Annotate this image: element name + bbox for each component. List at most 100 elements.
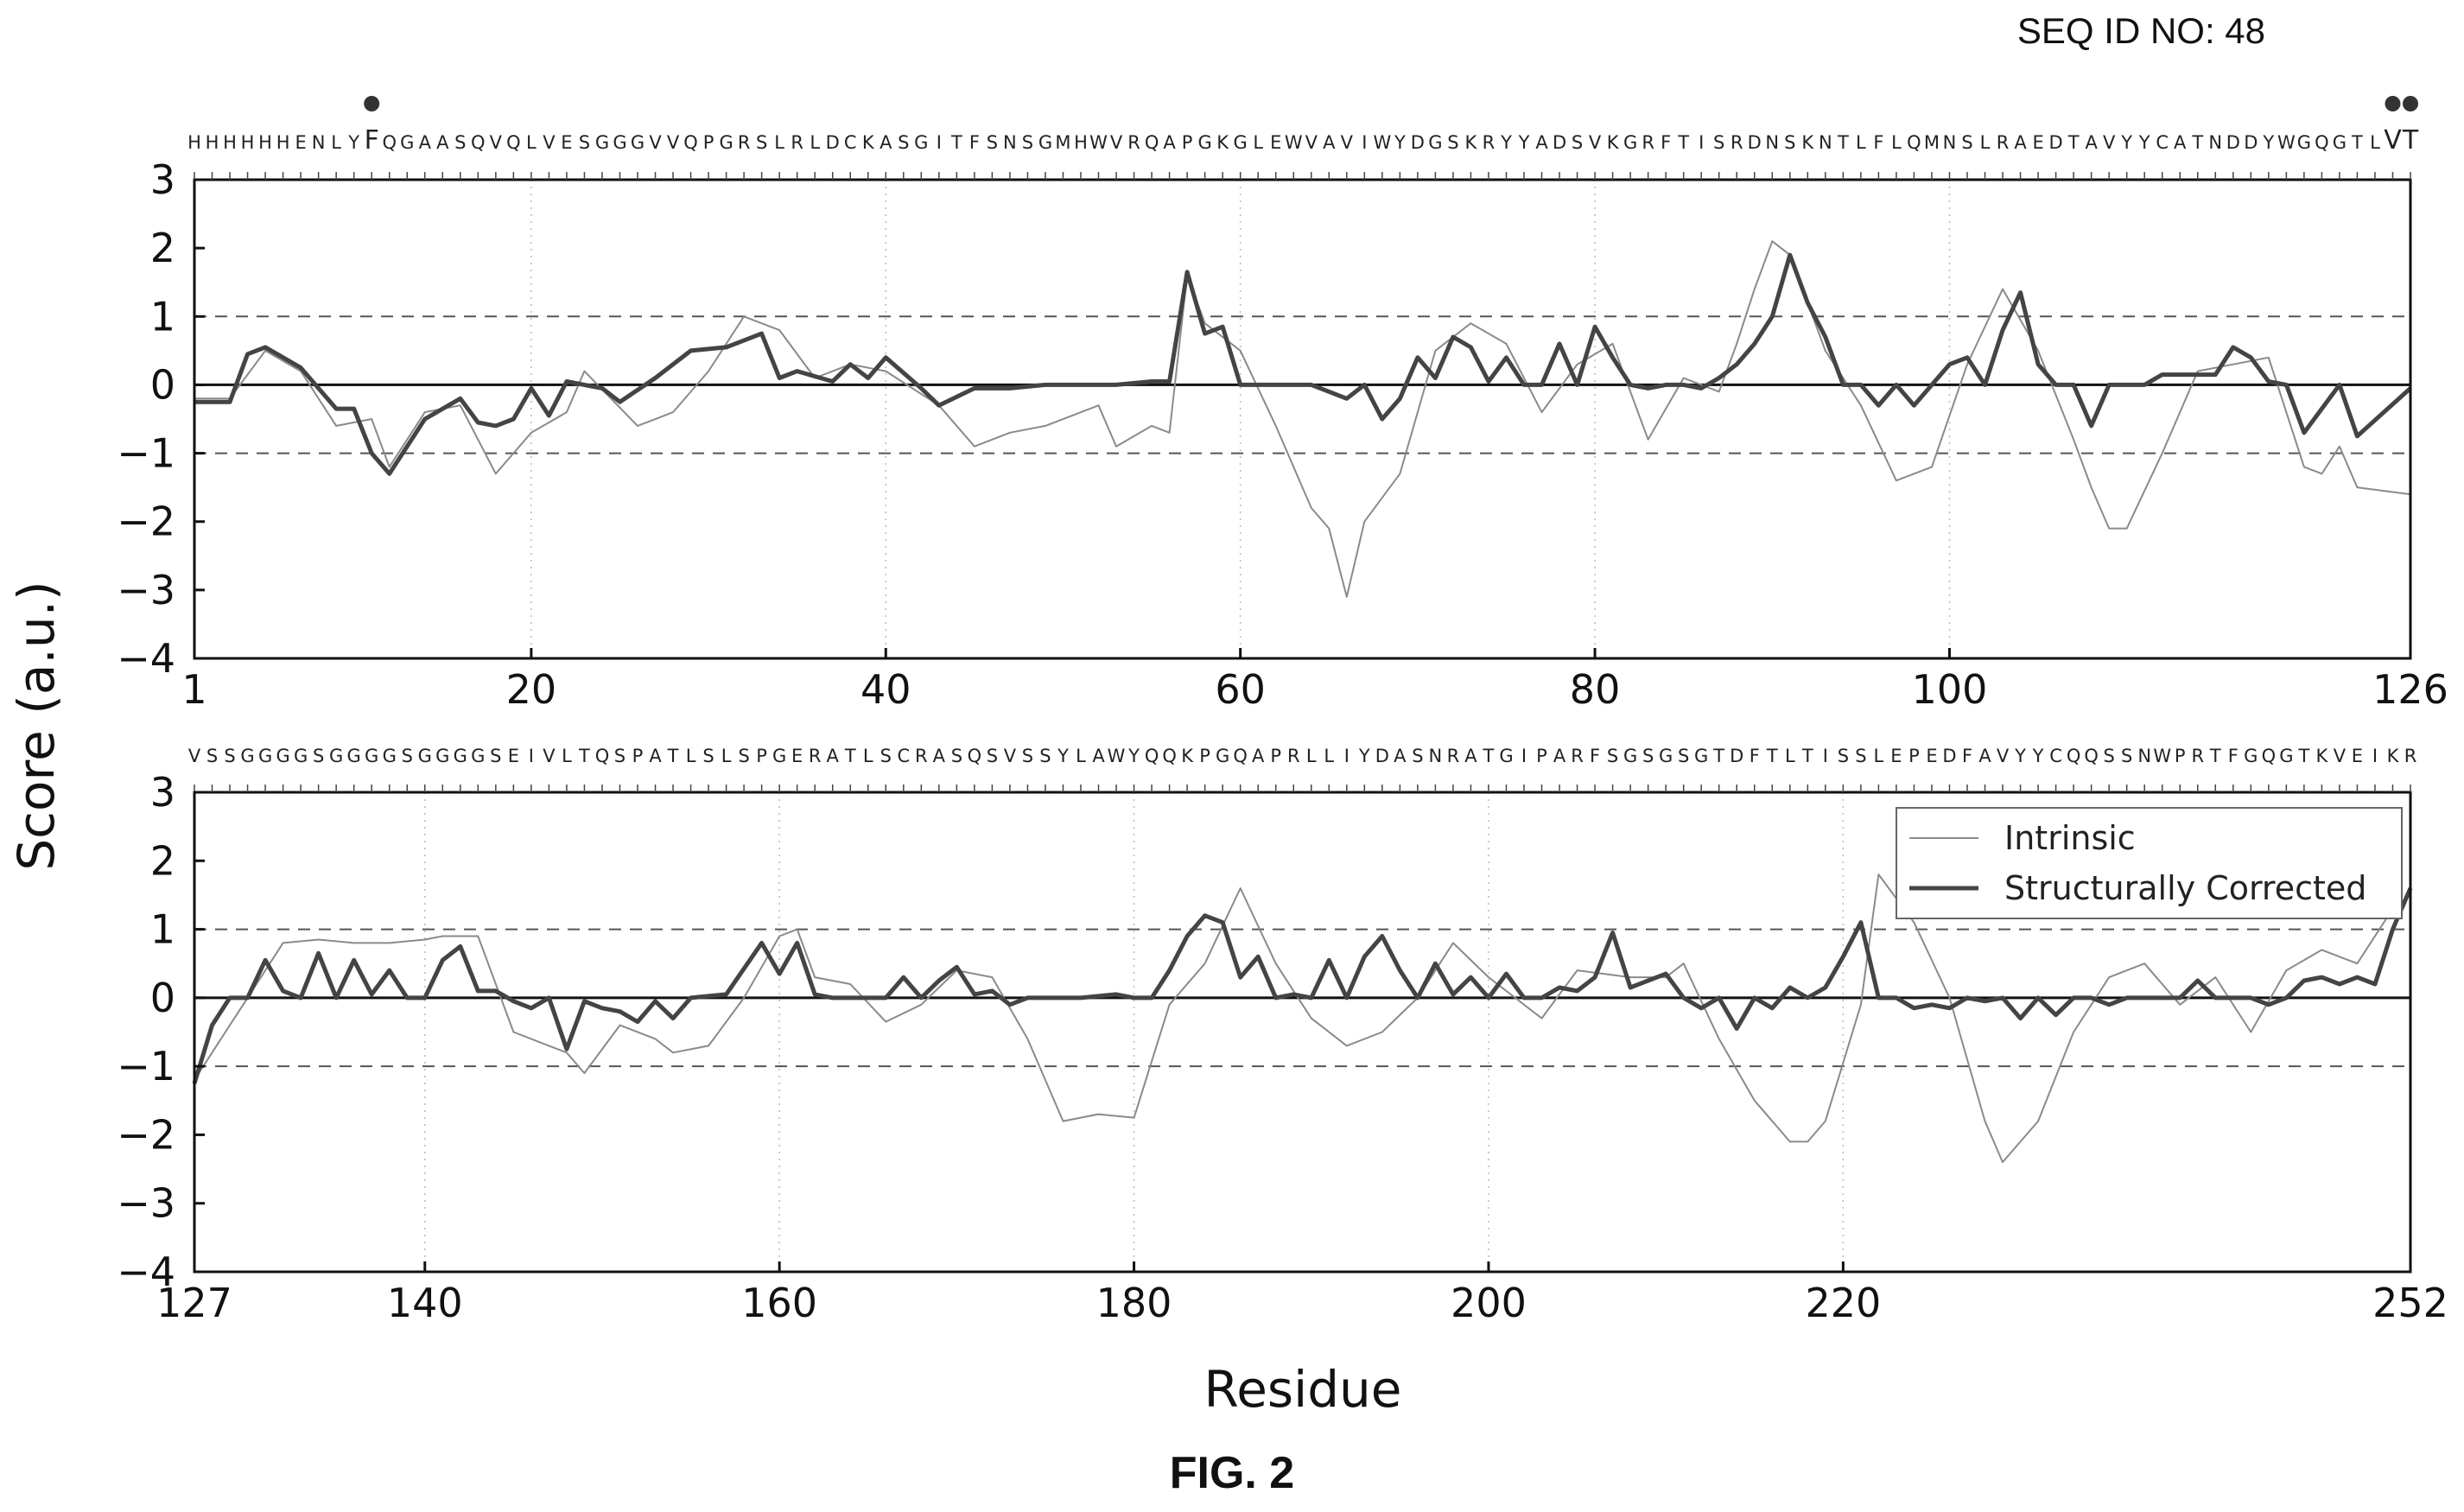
sequence-letter: G xyxy=(613,132,626,153)
sequence-letter: L xyxy=(1076,746,1086,766)
sequence-letter: A xyxy=(1323,132,1336,153)
sequence-letter: H xyxy=(223,132,237,153)
sequence-letter: G xyxy=(418,746,432,766)
sequence-letter: R xyxy=(915,746,928,766)
y-tick-label: 2 xyxy=(150,225,175,271)
sequence-letter: A xyxy=(827,746,840,766)
sequence-letter: A xyxy=(2085,132,2098,153)
sequence-letter: S xyxy=(951,746,962,766)
sequence-letter: I xyxy=(1521,746,1527,766)
y-tick-label: −3 xyxy=(117,567,175,613)
sequence-letter: A xyxy=(436,132,449,153)
sequence-letter: E xyxy=(1890,746,1902,766)
sequence-letter: G xyxy=(1197,132,1211,153)
sequence-letter: G xyxy=(772,746,786,766)
legend: Intrinsic Structurally Corrected xyxy=(1896,807,2403,919)
sequence-letter: V xyxy=(1305,132,1318,153)
sequence-letter: R xyxy=(1483,132,1496,153)
sequence-letter: T xyxy=(1712,746,1724,766)
sequence-letter: Q xyxy=(2315,132,2329,153)
x-tick-label: 1 xyxy=(181,666,206,713)
sequence-letter: A xyxy=(2014,132,2027,153)
sequence-letter: A xyxy=(1163,132,1176,153)
x-tick-label: 126 xyxy=(2372,666,2448,713)
sequence-letter: T xyxy=(667,746,679,766)
sequence-letter: G xyxy=(1623,132,1637,153)
x-tick-label: 80 xyxy=(1570,666,1621,713)
sequence-letter: I xyxy=(1362,132,1367,153)
sequence-letter: V xyxy=(667,132,680,153)
sequence-letter: R xyxy=(1642,132,1654,153)
sequence-letter: N xyxy=(312,132,326,153)
sequence-letter: R xyxy=(809,746,822,766)
sequence-letter: R xyxy=(738,132,751,153)
x-tick-label: 200 xyxy=(1451,1280,1527,1326)
sequence-letter: H xyxy=(206,132,219,153)
sequence-letter: C xyxy=(2049,746,2062,766)
sequence-letter: Q xyxy=(1145,132,1159,153)
sequence-letter: N xyxy=(1429,746,1443,766)
sequence-letter: F xyxy=(1661,132,1671,153)
sequence-letter: S xyxy=(2103,746,2114,766)
sequence-letter: Q xyxy=(2084,746,2099,766)
sequence-letter: A xyxy=(1464,746,1477,766)
sequence-letter: I xyxy=(1344,746,1349,766)
sequence-letter: D xyxy=(2244,132,2258,153)
sequence-letter: P xyxy=(1199,746,1210,766)
sequence-letter: A xyxy=(2174,132,2187,153)
sequence-letter: G xyxy=(1216,746,1229,766)
sequence-letter: G xyxy=(2244,746,2258,766)
sequence-letter: F xyxy=(1962,746,1972,766)
legend-label: Structurally Corrected xyxy=(2004,869,2366,907)
sequence-letter: V xyxy=(1110,132,1123,153)
sequence-letter: W xyxy=(1108,746,1126,766)
sequence-letter: G xyxy=(2333,132,2347,153)
series-line-structurally-corrected xyxy=(192,887,2413,1084)
sequence-letter: L xyxy=(331,132,341,153)
sequence-letter: W xyxy=(1285,132,1303,153)
sequence-letter: L xyxy=(1874,746,1884,766)
sequence-letter: E xyxy=(791,746,803,766)
sequence-letter: T xyxy=(1837,132,1849,153)
sequence-letter: T xyxy=(844,746,856,766)
x-tick-label: 180 xyxy=(1096,1280,1172,1326)
sequence-letter: T xyxy=(1801,746,1813,766)
sequence-letter: F xyxy=(1873,132,1883,153)
sequence-letter: H xyxy=(241,132,255,153)
sequence-letter: C xyxy=(2156,132,2169,153)
sequence-letter: L xyxy=(562,746,572,766)
sequence-letter: T xyxy=(1483,746,1495,766)
sequence-letter: V xyxy=(188,746,201,766)
sequence-letter: D xyxy=(1411,132,1425,153)
x-tick-label: 127 xyxy=(156,1280,232,1326)
sequence-letter: G xyxy=(1623,746,1637,766)
sequence-letter: G xyxy=(454,746,467,766)
sequence-letter: K xyxy=(1801,132,1814,153)
sequence-letter: T xyxy=(2297,746,2309,766)
sequence-letter: E xyxy=(295,132,306,153)
sequence-letter: G xyxy=(365,746,378,766)
sequence-letter: N xyxy=(1943,132,1957,153)
sequence-letter: L xyxy=(721,746,732,766)
x-tick-label: 40 xyxy=(860,666,911,713)
sequence-letter: S xyxy=(987,746,998,766)
sequence-letter: D xyxy=(1730,746,1743,766)
sequence-letter: E xyxy=(561,132,572,153)
sequence-letter: V xyxy=(2334,746,2347,766)
sequence-letter: D xyxy=(1375,746,1389,766)
x-tick-label: 100 xyxy=(1912,666,1988,713)
sequence-letter: F xyxy=(1590,746,1600,766)
sequence-letter: R xyxy=(1571,746,1584,766)
sequence-letter: V xyxy=(1589,132,1602,153)
sequence-letter: A xyxy=(1252,746,1265,766)
sequence-letter: S xyxy=(738,746,749,766)
sequence-letter: L xyxy=(1856,132,1866,153)
sequence-letter: G xyxy=(914,132,928,153)
y-tick-label: 0 xyxy=(150,361,175,408)
sequence-letter: T xyxy=(2067,132,2080,153)
sequence-letter: G xyxy=(1038,132,1052,153)
sequence-letter: G xyxy=(294,746,308,766)
sequence-letter: F xyxy=(365,125,379,156)
